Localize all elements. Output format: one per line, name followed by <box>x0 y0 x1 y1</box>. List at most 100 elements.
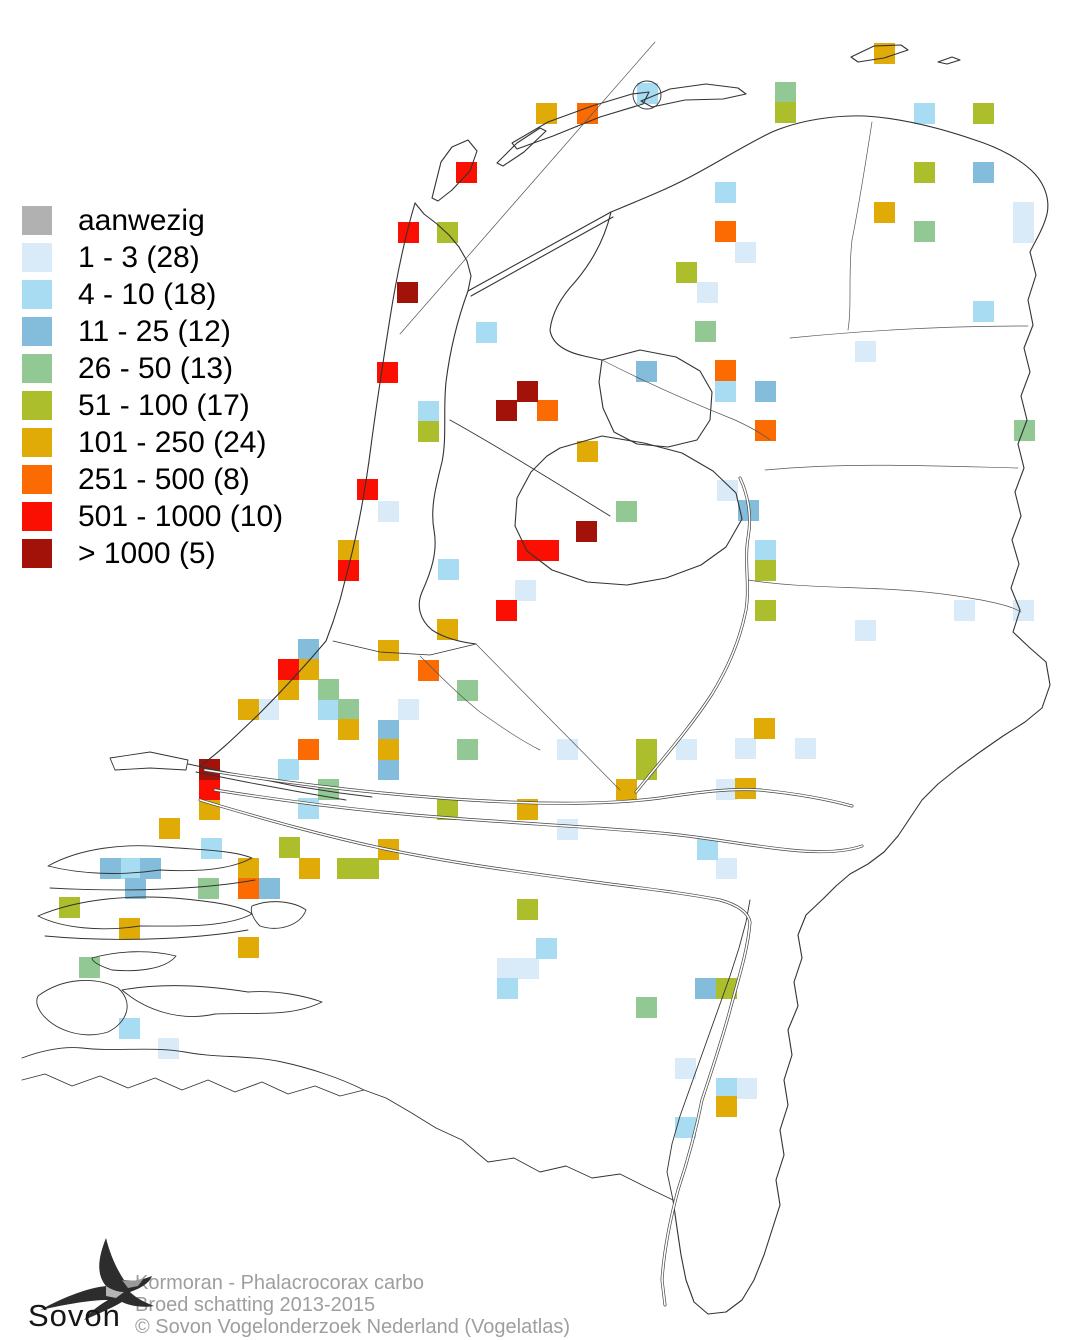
legend-color-chip <box>22 317 52 346</box>
map-grid-cell-1-3 <box>1012 221 1034 243</box>
map-grid-cell-26-50 <box>197 877 219 899</box>
map-grid-cell-101-250 <box>715 1095 737 1117</box>
map-grid-cell-501-1000 <box>337 559 359 581</box>
map-grid-cell-101-250 <box>576 440 598 462</box>
map-grid-cell-11-25 <box>972 161 994 183</box>
map-grid-cell-501-1000 <box>516 539 538 561</box>
map-grid-cell-11-25 <box>139 857 161 879</box>
legend-label: 51 - 100 (17) <box>78 388 250 422</box>
map-grid-cell-1-3 <box>854 619 876 641</box>
legend-item-26-50: 26 - 50 (13) <box>22 350 283 387</box>
map-grid-cell-51-100 <box>675 261 697 283</box>
swallow-bird-icon <box>40 1238 154 1320</box>
legend-label: 501 - 1000 (10) <box>78 499 284 533</box>
map-grid-cell-4-10 <box>277 758 299 780</box>
map-grid-cell-51-100 <box>436 221 458 243</box>
map-grid-cell-26-50 <box>1013 419 1035 441</box>
legend-item-present: aanwezig <box>22 202 283 239</box>
map-grid-cell-101-250 <box>237 698 259 720</box>
map-grid-cell-51-100 <box>754 559 776 581</box>
legend-item-51-100: 51 - 100 (17) <box>22 387 283 424</box>
legend-label: > 1000 (5) <box>78 536 216 570</box>
map-grid-cell-51-100 <box>417 420 439 442</box>
map-grid-cell-251-500 <box>714 359 736 381</box>
map-grid-cell-26-50 <box>317 678 339 700</box>
map-grid-cell-51-100 <box>436 798 458 820</box>
map-grid-cell-11-25 <box>377 758 399 780</box>
map-grid-cell-101-250 <box>377 639 399 661</box>
map-grid-cell-11-25 <box>99 857 121 879</box>
legend-item-11-25: 11 - 25 (12) <box>22 313 283 350</box>
map-grid-cell-251-500 <box>417 659 439 681</box>
map-grid-cell-11-25 <box>297 638 319 660</box>
map-grid-cell-1-3 <box>854 340 876 362</box>
credits: Kormoran - Phalacrocorax carbo Broed sch… <box>135 1272 570 1338</box>
map-grid-cell-1-3 <box>794 737 816 759</box>
map-grid-cell-11-25 <box>737 499 759 521</box>
map-grid-cell-101-250 <box>516 798 538 820</box>
credit-species: Kormoran - Phalacrocorax carbo <box>135 1272 425 1294</box>
map-grid-cell-4-10 <box>417 400 439 422</box>
map-grid-cell-101-250 <box>198 798 220 820</box>
map-grid-cell-4-10 <box>972 300 994 322</box>
map-grid-cell-4-10 <box>754 539 776 561</box>
map-grid-cell-1-3 <box>514 579 536 601</box>
map-grid-cell-501-1000 <box>198 778 220 800</box>
map-grid-cell-101-250 <box>436 618 458 640</box>
map-grid-cell-251-500 <box>536 399 558 421</box>
map-grid-cell-1-3 <box>556 818 578 840</box>
map-grid-cell-251-500 <box>754 419 776 441</box>
map-grid-cell->1000 <box>516 380 538 402</box>
map-grid-cell-51-100 <box>754 599 776 621</box>
map-grid-cell-101-250 <box>377 738 399 760</box>
map-grid-cell-26-50 <box>635 996 657 1018</box>
credit-survey: Broed schatting 2013-2015 <box>135 1294 376 1316</box>
legend-label: 11 - 25 (12) <box>78 314 231 348</box>
map-grid-cell-1-3 <box>397 698 419 720</box>
map-grid-cell-51-100 <box>635 738 657 760</box>
legend-color-chip <box>22 502 52 531</box>
map-grid-cell-51-100 <box>774 101 796 123</box>
legend-item-501-1000: 501 - 1000 (10) <box>22 498 283 535</box>
legend-color-chip <box>22 428 52 457</box>
map-grid-cell-11-25 <box>258 877 280 899</box>
map-grid-cell-251-500 <box>297 738 319 760</box>
map-grid-cell-501-1000 <box>537 539 559 561</box>
map-grid-cell-101-250 <box>873 42 895 64</box>
map-grid-cell-51-100 <box>635 758 657 780</box>
map-grid-cell-4-10 <box>297 797 319 819</box>
map-grid-cell-4-10 <box>913 102 935 124</box>
map-grid-cell-51-100 <box>715 977 737 999</box>
map-grid-cell-26-50 <box>615 500 637 522</box>
map-grid-cell-1-3 <box>953 599 975 621</box>
map-grid-cell-51-100 <box>913 161 935 183</box>
map-grid-cell-101-250 <box>337 539 359 561</box>
legend-label: 101 - 250 (24) <box>78 425 267 459</box>
map-grid-cell-4-10 <box>714 181 736 203</box>
map-grid-cell-4-10 <box>636 82 658 104</box>
map-grid-cell-51-100 <box>357 857 379 879</box>
legend-color-chip <box>22 391 52 420</box>
legend-item->1000: > 1000 (5) <box>22 535 283 572</box>
map-grid-cell-4-10 <box>200 837 222 859</box>
map-grid-cell-11-25 <box>377 719 399 741</box>
map-grid-cell-1-3 <box>716 479 738 501</box>
map-grid-cell-1-3 <box>377 500 399 522</box>
legend-color-chip <box>22 354 52 383</box>
legend-color-chip <box>22 206 52 235</box>
map-grid-cell-51-100 <box>336 857 358 879</box>
map-grid-cell-26-50 <box>337 698 359 720</box>
legend-item-1-3: 1 - 3 (28) <box>22 239 283 276</box>
map-grid-cell-501-1000 <box>277 658 299 680</box>
map-grid-cell-101-250 <box>734 777 756 799</box>
map-grid-cell-501-1000 <box>397 221 419 243</box>
map-grid-cell-4-10 <box>496 977 518 999</box>
map-grid-cell-26-50 <box>456 738 478 760</box>
map-grid-cell-4-10 <box>317 698 339 720</box>
map-grid-cell-1-3 <box>257 698 279 720</box>
legend-color-chip <box>22 243 52 272</box>
map-grid-cell-251-500 <box>714 220 736 242</box>
map-grid-cell-1-3 <box>517 957 539 979</box>
